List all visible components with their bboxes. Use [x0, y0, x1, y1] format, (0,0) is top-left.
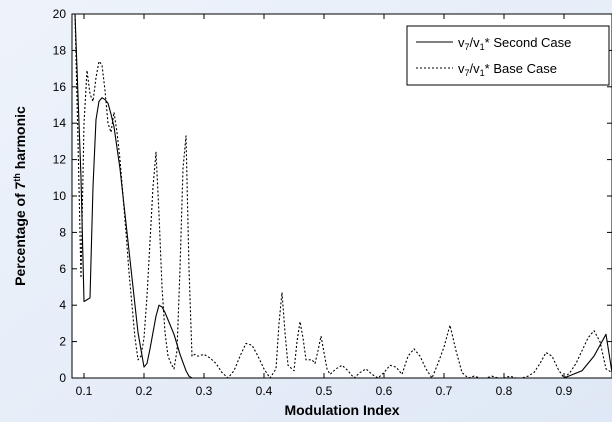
y-axis-label: Percentage of 7th harmonic [12, 106, 28, 286]
y-tick-label: 6 [59, 262, 66, 276]
legend: v7/v1* Second Case v7/v1* Base Case [406, 25, 610, 86]
y-axis: 0 2 4 6 8 10 12 14 16 18 20 [53, 7, 612, 385]
x-tick-label: 0.3 [196, 384, 213, 398]
y-tick-label: 14 [53, 116, 67, 130]
y-tick-label: 10 [53, 189, 67, 203]
y-tick-label: 2 [59, 335, 66, 349]
x-tick-label: 0.4 [256, 384, 273, 398]
y-tick-label: 16 [53, 80, 67, 94]
x-axis: 0.1 0.2 0.3 0.4 0.5 0.6 0.7 0.8 0.9 [76, 14, 573, 398]
legend-label-base-case: v7/v1* Base Case [458, 61, 557, 78]
x-tick-label: 0.6 [376, 384, 393, 398]
x-tick-label: 0.2 [136, 384, 153, 398]
y-tick-label: 18 [53, 43, 67, 57]
x-tick-label: 0.9 [556, 384, 573, 398]
x-axis-label: Modulation Index [284, 402, 399, 418]
y-tick-label: 4 [59, 298, 66, 312]
legend-label-second-case: v7/v1* Second Case [458, 35, 571, 52]
series-base-case-line [72, 14, 612, 378]
x-tick-label: 0.1 [76, 384, 93, 398]
y-tick-label: 20 [53, 7, 67, 21]
x-tick-label: 0.8 [496, 384, 513, 398]
y-tick-label: 0 [59, 371, 66, 385]
legend-box [406, 25, 610, 86]
y-tick-label: 8 [59, 225, 66, 239]
series-second-case-line [72, 14, 612, 378]
series-layer [72, 14, 612, 378]
y-tick-label: 12 [53, 153, 67, 167]
x-tick-label: 0.7 [436, 384, 453, 398]
x-tick-label: 0.5 [316, 384, 333, 398]
